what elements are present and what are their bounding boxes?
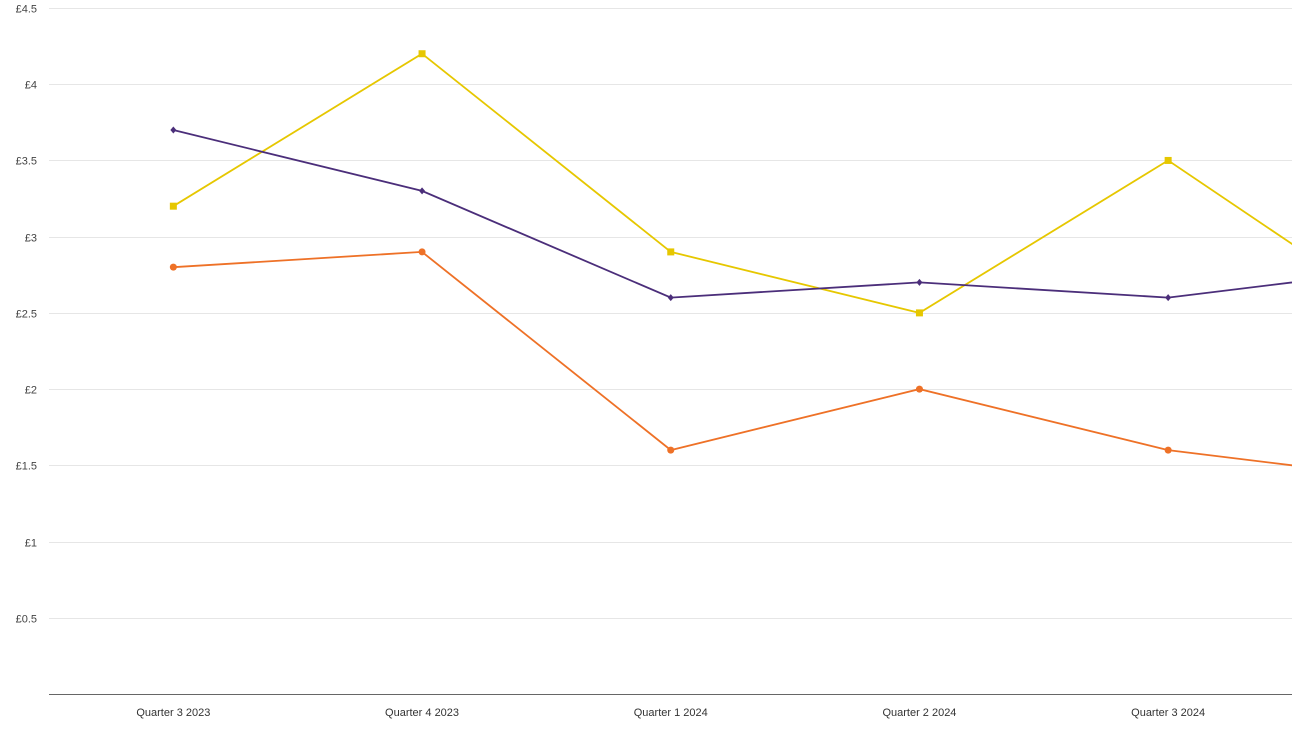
y-tick-label: £1	[25, 538, 37, 550]
series-line	[172, 52, 1292, 314]
x-tick-label: Quarter 2 2024	[882, 707, 956, 719]
y-tick-label: £4.5	[16, 4, 37, 16]
series-group	[169, 50, 1292, 467]
series-1	[169, 50, 1292, 317]
y-tick-label: £3.5	[16, 156, 37, 168]
y-tick-label: £2.5	[16, 309, 37, 321]
series-3	[169, 248, 1292, 467]
y-tick-label: £1.5	[16, 461, 37, 473]
data-point[interactable]	[1164, 156, 1172, 164]
y-tick-label: £0.5	[16, 614, 37, 626]
data-point[interactable]	[667, 294, 674, 302]
data-point[interactable]	[169, 263, 177, 271]
series-line	[173, 250, 1292, 467]
data-point[interactable]	[419, 187, 426, 195]
x-tick-label: Quarter 3 2024	[1131, 707, 1205, 719]
gridlines	[49, 8, 1292, 619]
data-point[interactable]	[418, 50, 426, 58]
x-tick-label: Quarter 4 2023	[385, 707, 459, 719]
y-tick-label: £4	[25, 80, 37, 92]
y-tick-label: £3	[25, 233, 37, 245]
data-point[interactable]	[169, 202, 177, 210]
data-point[interactable]	[1165, 294, 1172, 302]
data-point[interactable]	[915, 309, 923, 317]
data-point[interactable]	[916, 278, 923, 286]
data-point[interactable]	[1164, 446, 1172, 454]
data-point[interactable]	[667, 248, 675, 256]
x-tick-label: Quarter 3 2023	[136, 707, 210, 719]
x-axis: Quarter 3 2023 Quarter 4 2023 Quarter 1 20…	[136, 707, 1205, 719]
series-2	[170, 126, 1292, 302]
data-point[interactable]	[915, 385, 923, 393]
data-point[interactable]	[170, 126, 177, 134]
data-point[interactable]	[418, 248, 426, 256]
x-tick-label: Quarter 1 2024	[634, 707, 708, 719]
series-line	[173, 129, 1292, 299]
y-axis: £0.5 £1 £1.5 £2 £2.5 £3 £3.5 £4 £4.5	[16, 4, 37, 626]
y-tick-label: £2	[25, 385, 37, 397]
data-point[interactable]	[667, 446, 675, 454]
